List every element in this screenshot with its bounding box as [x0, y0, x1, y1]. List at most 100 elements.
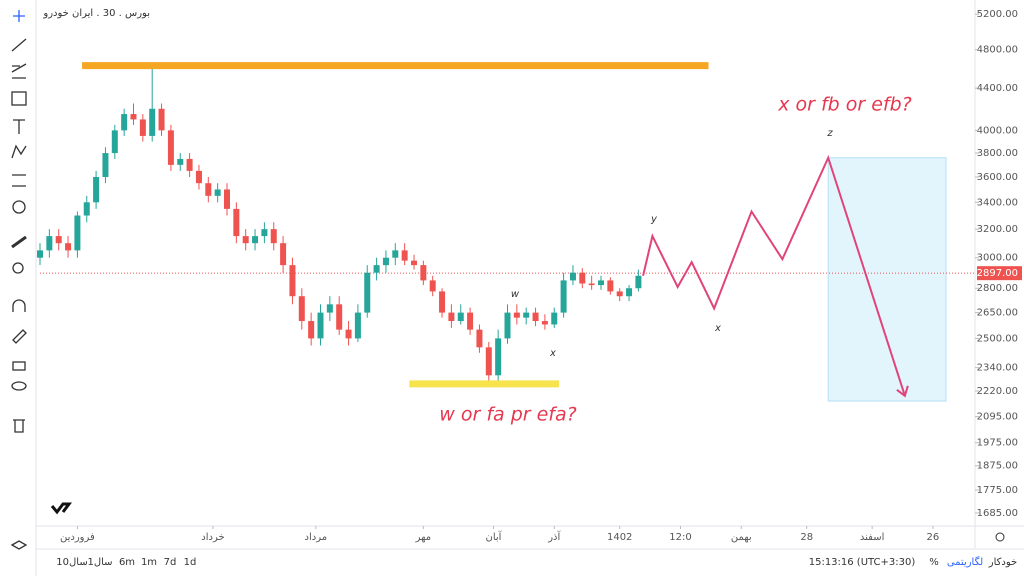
forecast-box — [827, 157, 947, 402]
candle-body — [214, 189, 221, 196]
y-tick-label: 1775.00 — [977, 485, 1018, 496]
y-tick-label: 2095.00 — [977, 412, 1018, 423]
x-tick-label: 28 — [800, 532, 813, 543]
range-button[interactable]: 7d — [164, 557, 177, 568]
fib-tool[interactable] — [11, 63, 27, 79]
candle-body — [485, 347, 492, 376]
candle-body — [635, 275, 642, 289]
y-tick-label: 2500.00 — [977, 333, 1018, 344]
candle-body — [467, 312, 474, 330]
candle-body — [382, 257, 389, 266]
candle-body — [373, 265, 380, 273]
x-tick-label: 26 — [927, 532, 940, 543]
line-tool[interactable] — [11, 38, 27, 52]
candle-body — [233, 208, 240, 237]
candle-body — [401, 250, 408, 261]
annotation: w or fa pr efa? — [439, 404, 576, 426]
candle-body — [167, 130, 174, 165]
x-tick-label: مهر — [415, 532, 431, 543]
y-tick-label: 1975.00 — [977, 438, 1018, 449]
wave-label: z — [826, 128, 833, 139]
candle-body — [252, 236, 259, 244]
wave-label: x — [714, 323, 721, 334]
candle-body — [569, 272, 576, 281]
emoji-tool[interactable] — [12, 200, 26, 214]
y-tick-label: 4800.00 — [977, 45, 1018, 56]
range-button[interactable]: 1d — [184, 557, 197, 568]
candle-body — [616, 291, 623, 297]
measure-tool[interactable] — [11, 235, 27, 249]
candle-body — [317, 312, 324, 339]
settings-icon[interactable] — [995, 532, 1005, 542]
logo — [50, 502, 72, 515]
magnet-tool[interactable] — [12, 299, 26, 312]
candle-body — [149, 108, 156, 136]
y-tick-label: 1685.00 — [977, 508, 1018, 519]
wave-label: y — [650, 214, 658, 225]
annotation: x or fb or efb? — [777, 94, 912, 116]
candle-body — [195, 170, 202, 184]
lock-tool[interactable] — [12, 361, 26, 371]
candle-body — [270, 229, 277, 244]
candle-body — [242, 236, 249, 244]
range-button[interactable]: 1سال — [87, 557, 112, 568]
candle-body — [457, 312, 464, 322]
y-tick-label: 2800.00 — [977, 283, 1018, 294]
y-tick-label: 3800.00 — [977, 148, 1018, 159]
y-tick-label: 4400.00 — [977, 83, 1018, 94]
candle-body — [65, 243, 72, 251]
candle-body — [560, 280, 567, 313]
auto-toggle[interactable]: خودکار — [988, 557, 1017, 568]
candle-body — [280, 243, 287, 266]
range-button[interactable]: 10سال — [56, 557, 87, 568]
layers-tool[interactable] — [10, 540, 28, 550]
delete-tool[interactable] — [13, 419, 25, 433]
candle-body — [345, 329, 352, 339]
candle-body — [55, 236, 62, 244]
candle-body — [177, 158, 184, 165]
x-tick-label: بهمن — [731, 532, 752, 543]
wave-arrowhead — [896, 385, 909, 398]
candle-body — [476, 329, 483, 348]
candle-body — [551, 312, 558, 325]
percent-toggle[interactable]: % — [929, 557, 939, 568]
candle-body — [448, 312, 455, 322]
candle-body — [139, 119, 146, 136]
symbol-title: بورس . 30 . ایران خودرو — [42, 8, 150, 19]
y-tick-label: 3600.00 — [977, 172, 1018, 183]
drawing-tools — [10, 10, 28, 550]
candle-body — [261, 229, 268, 237]
range-button[interactable]: 6m — [119, 557, 135, 568]
log-toggle[interactable]: لگاریتمی — [947, 556, 983, 568]
y-tick-label: 3200.00 — [977, 224, 1018, 235]
candle-body — [607, 280, 614, 292]
y-tick-label: 1875.00 — [977, 461, 1018, 472]
y-tick-label: 3000.00 — [977, 253, 1018, 264]
shape-tool[interactable] — [11, 91, 27, 106]
pattern-tool[interactable] — [11, 144, 27, 159]
candle-body — [392, 250, 399, 258]
wave-label: x — [549, 348, 556, 359]
hide-tool[interactable] — [11, 381, 27, 391]
candle-body — [429, 280, 436, 292]
candle-body — [513, 312, 520, 318]
y-tick-label: 3400.00 — [977, 197, 1018, 208]
x-tick-label: فروردین — [60, 532, 95, 543]
wave-path — [642, 154, 906, 397]
candle-body — [83, 202, 90, 216]
x-tick-label: آذر — [547, 530, 561, 543]
zoom-tool[interactable] — [12, 262, 24, 274]
clock: 15:13:16 (UTC+3:30) — [809, 557, 916, 568]
range-button[interactable]: 1m — [141, 557, 157, 568]
candle-body — [224, 189, 230, 209]
y-tick-label: 4000.00 — [977, 125, 1018, 136]
lock-draw-tool[interactable] — [12, 329, 27, 344]
candle-body — [111, 130, 118, 154]
crosshair-tool[interactable] — [13, 10, 25, 22]
candle-body — [523, 312, 530, 318]
text-tool[interactable] — [13, 119, 25, 134]
prediction-tool[interactable] — [12, 174, 26, 187]
x-tick-label: خرداد — [201, 532, 224, 543]
